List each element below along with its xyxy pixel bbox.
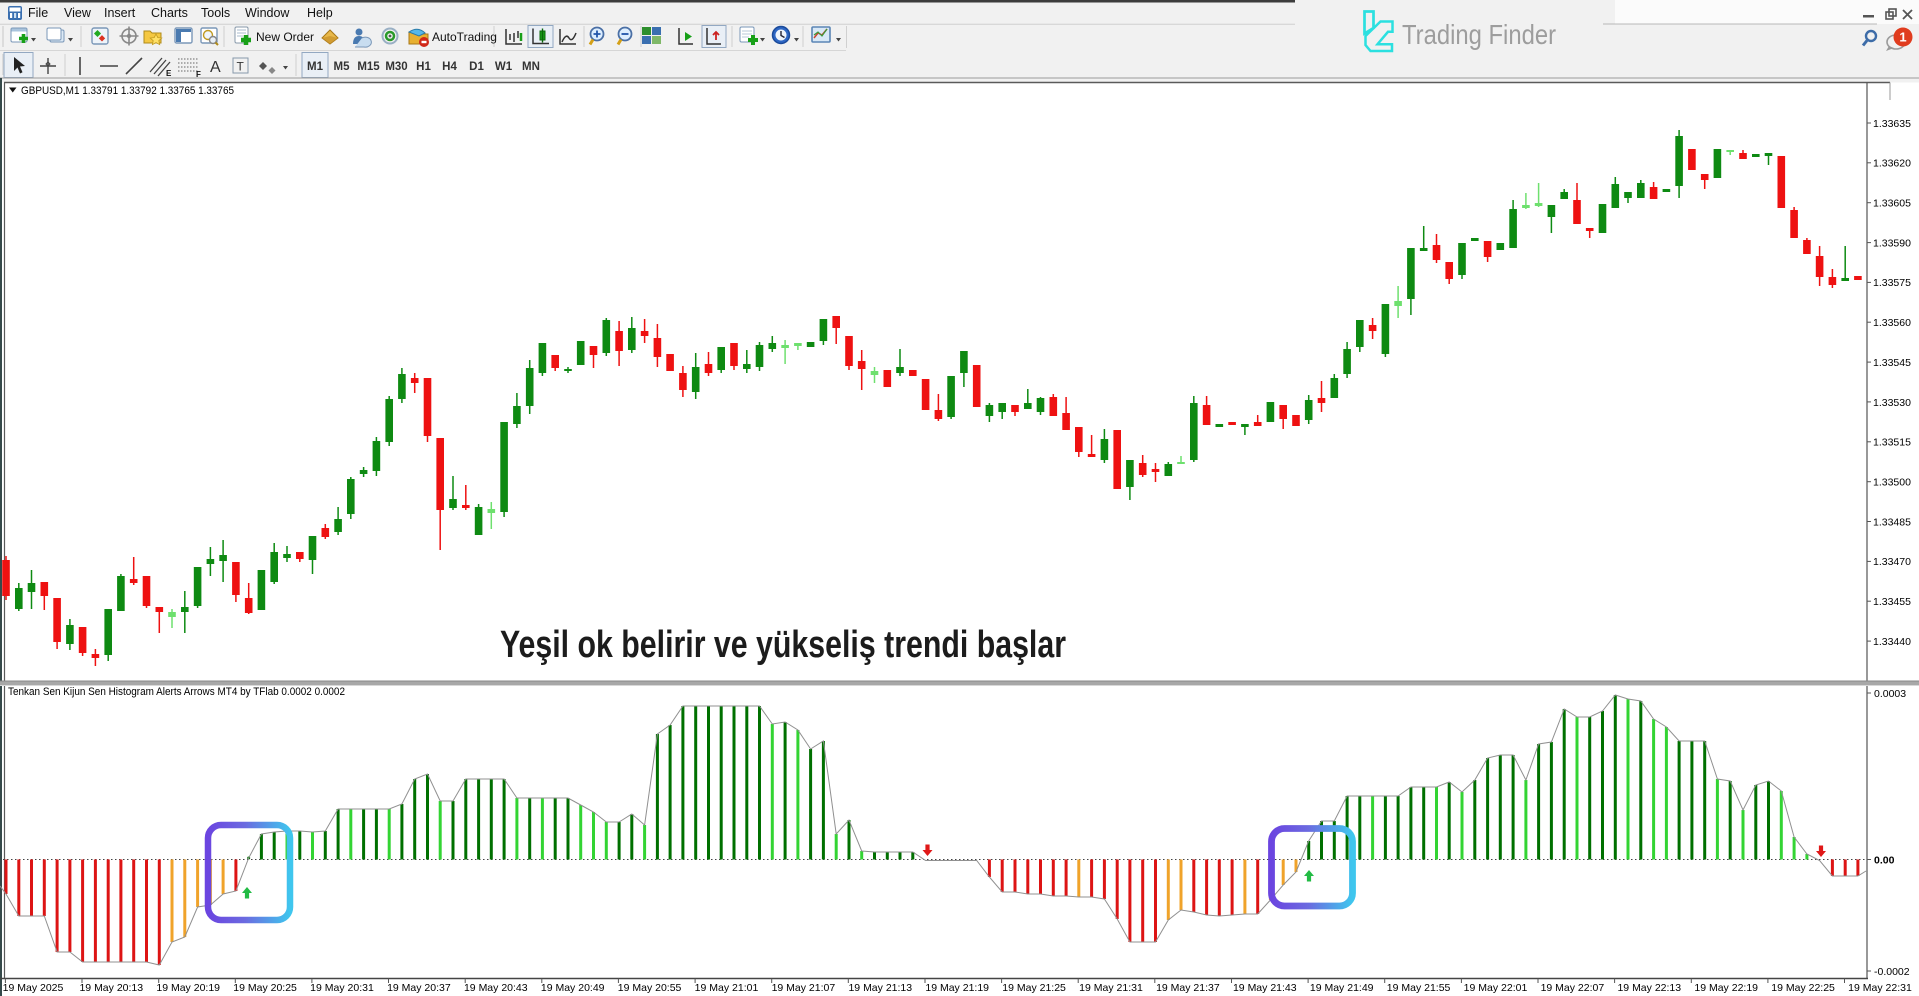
svg-text:19 May 21:43: 19 May 21:43: [1233, 982, 1297, 994]
svg-text:19 May 20:19: 19 May 20:19: [156, 982, 220, 994]
svg-text:Charts: Charts: [151, 6, 188, 20]
svg-text:Window: Window: [245, 6, 290, 20]
svg-text:1.33440: 1.33440: [1873, 636, 1911, 648]
svg-text:H4: H4: [442, 61, 457, 73]
svg-text:View: View: [64, 6, 92, 20]
svg-text:19 May 22:13: 19 May 22:13: [1617, 982, 1681, 994]
svg-text:19 May 21:01: 19 May 21:01: [695, 982, 759, 994]
svg-text:1.33545: 1.33545: [1873, 357, 1911, 369]
svg-text:19 May 22:19: 19 May 22:19: [1694, 982, 1758, 994]
svg-text:19 May 20:43: 19 May 20:43: [464, 982, 528, 994]
svg-text:19 May 21:07: 19 May 21:07: [772, 982, 836, 994]
svg-text:19 May 22:07: 19 May 22:07: [1541, 982, 1605, 994]
svg-text:19 May 21:49: 19 May 21:49: [1310, 982, 1374, 994]
svg-text:0.0003: 0.0003: [1874, 688, 1906, 700]
svg-text:1.33485: 1.33485: [1873, 516, 1911, 528]
svg-text:1.33515: 1.33515: [1873, 437, 1911, 449]
svg-text:19 May 21:13: 19 May 21:13: [848, 982, 912, 994]
svg-text:1.33635: 1.33635: [1873, 118, 1911, 130]
svg-text:A: A: [210, 59, 221, 76]
svg-text:19 May 22:31: 19 May 22:31: [1848, 982, 1912, 994]
svg-text:E: E: [166, 69, 172, 78]
svg-text:M5: M5: [334, 61, 351, 73]
svg-text:H1: H1: [416, 61, 431, 73]
svg-text:1.33560: 1.33560: [1873, 317, 1911, 329]
svg-text:F: F: [196, 70, 201, 79]
svg-text:19 May 20:13: 19 May 20:13: [79, 982, 143, 994]
svg-text:1.33470: 1.33470: [1873, 556, 1911, 568]
svg-text:1.33620: 1.33620: [1873, 158, 1911, 170]
svg-text:Tenkan Sen Kijun Sen Histogram: Tenkan Sen Kijun Sen Histogram Alerts Ar…: [8, 686, 345, 698]
svg-text:19 May 2025: 19 May 2025: [3, 982, 64, 994]
svg-text:Yeşil ok belirir ve yükseliş t: Yeşil ok belirir ve yükseliş trendi başl…: [500, 624, 1066, 666]
svg-text:1.33530: 1.33530: [1873, 397, 1911, 409]
svg-text:Tools: Tools: [201, 6, 230, 20]
svg-text:D1: D1: [469, 61, 484, 73]
svg-text:MN: MN: [522, 61, 540, 73]
svg-text:W1: W1: [495, 61, 513, 73]
svg-text:19 May 20:37: 19 May 20:37: [387, 982, 451, 994]
svg-text:1.33455: 1.33455: [1873, 596, 1911, 608]
svg-text:Insert: Insert: [104, 6, 136, 20]
svg-text:Trading Finder: Trading Finder: [1402, 19, 1556, 50]
svg-text:19 May 22:01: 19 May 22:01: [1464, 982, 1528, 994]
svg-text:File: File: [28, 6, 48, 20]
svg-text:-0.0002: -0.0002: [1874, 966, 1910, 978]
svg-text:19 May 21:37: 19 May 21:37: [1156, 982, 1220, 994]
svg-text:19 May 22:25: 19 May 22:25: [1771, 982, 1835, 994]
svg-text:19 May 21:19: 19 May 21:19: [925, 982, 989, 994]
svg-text:19 May 20:55: 19 May 20:55: [618, 982, 682, 994]
svg-text:1.33500: 1.33500: [1873, 477, 1911, 489]
svg-text:19 May 21:25: 19 May 21:25: [1002, 982, 1066, 994]
svg-text:19 May 21:55: 19 May 21:55: [1387, 982, 1451, 994]
svg-text:19 May 20:31: 19 May 20:31: [310, 982, 374, 994]
svg-text:M15: M15: [357, 61, 380, 73]
svg-text:New Order: New Order: [256, 30, 314, 44]
svg-text:1: 1: [1899, 30, 1906, 45]
svg-text:T: T: [237, 60, 245, 74]
svg-text:1.33605: 1.33605: [1873, 198, 1911, 210]
svg-text:1.33590: 1.33590: [1873, 237, 1911, 249]
svg-text:Help: Help: [307, 6, 333, 20]
svg-text:19 May 20:25: 19 May 20:25: [233, 982, 297, 994]
svg-text:GBPUSD,M1 1.33791 1.33792 1.3: GBPUSD,M1 1.33791 1.33792 1.33765 1.3376…: [21, 85, 234, 97]
svg-text:M1: M1: [307, 61, 324, 73]
svg-text:19 May 21:31: 19 May 21:31: [1079, 982, 1143, 994]
svg-text:AutoTrading: AutoTrading: [432, 30, 497, 44]
svg-text:1.33575: 1.33575: [1873, 277, 1911, 289]
svg-text:M30: M30: [385, 61, 407, 73]
svg-text:0.00: 0.00: [1874, 854, 1895, 866]
svg-text:19 May 20:49: 19 May 20:49: [541, 982, 605, 994]
